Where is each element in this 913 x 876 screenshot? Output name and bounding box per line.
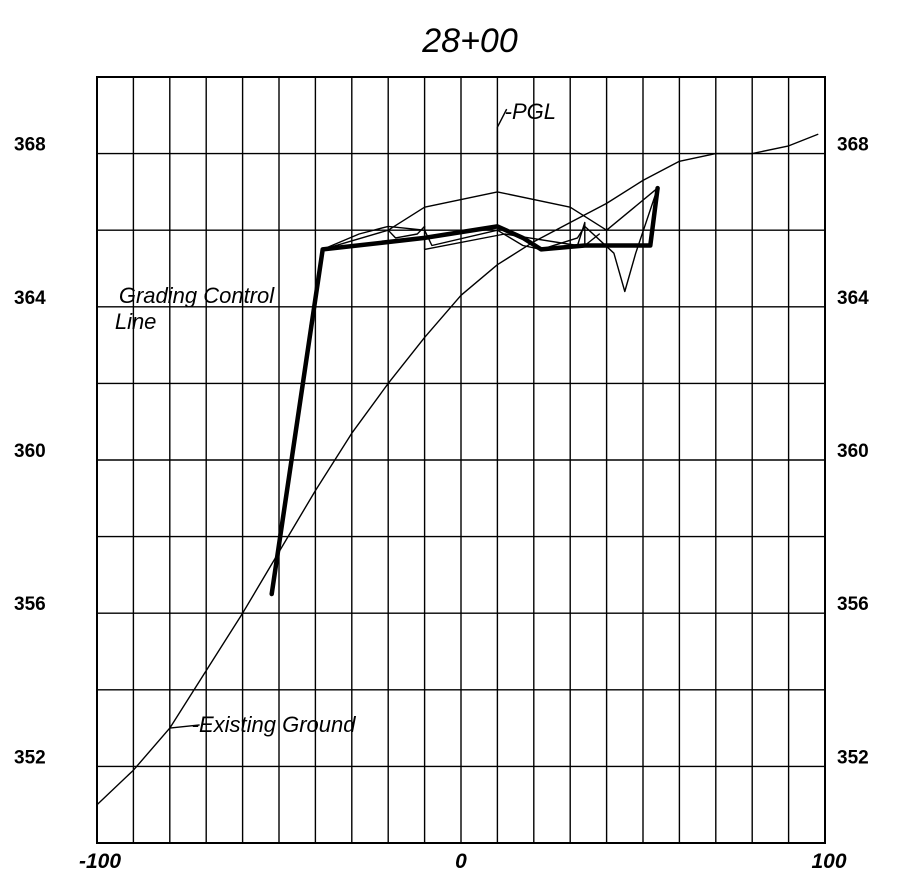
grading-control-leader-line — [309, 294, 318, 327]
chart-title: 28+00 — [421, 22, 518, 60]
y-tick-label-right: 356 — [837, 594, 869, 615]
x-tick-label: 0 — [455, 850, 467, 873]
y-tick-label-right: 360 — [837, 441, 869, 462]
y-tick-label-left: 368 — [14, 135, 46, 156]
y-tick-label-left: 356 — [14, 594, 46, 615]
existing-ground-label: -Existing Ground — [192, 712, 357, 737]
grading-control-label: Grading Control — [119, 283, 275, 308]
series-existing-ground — [96, 133, 819, 806]
grading-control-label-line2: Line — [115, 309, 157, 334]
pgl-leader-line — [496, 108, 508, 192]
y-tick-label-left: 352 — [14, 747, 46, 768]
series-pgl — [322, 187, 659, 251]
y-tick-label-right: 352 — [837, 747, 869, 768]
grid — [96, 76, 826, 844]
x-tick-label: -100 — [79, 850, 121, 873]
y-tick-label-right: 368 — [837, 135, 869, 156]
y-tick-label-left: 360 — [14, 441, 46, 462]
series-detail-line-4 — [387, 221, 600, 251]
x-tick-label: 100 — [811, 850, 846, 873]
series-layer — [96, 133, 819, 806]
pgl-label: -PGL — [505, 99, 556, 124]
series-detail-line-3 — [322, 187, 659, 293]
y-tick-label-left: 364 — [14, 288, 46, 309]
tick-labels: 352 352 356 356 360 360 364 364 368 368 -100 0 100 — [14, 135, 869, 873]
plot-frame — [96, 76, 826, 844]
series-grading-control-line — [269, 185, 660, 597]
y-tick-label-right: 364 — [837, 288, 869, 309]
existing-ground-leader-line — [169, 724, 200, 729]
